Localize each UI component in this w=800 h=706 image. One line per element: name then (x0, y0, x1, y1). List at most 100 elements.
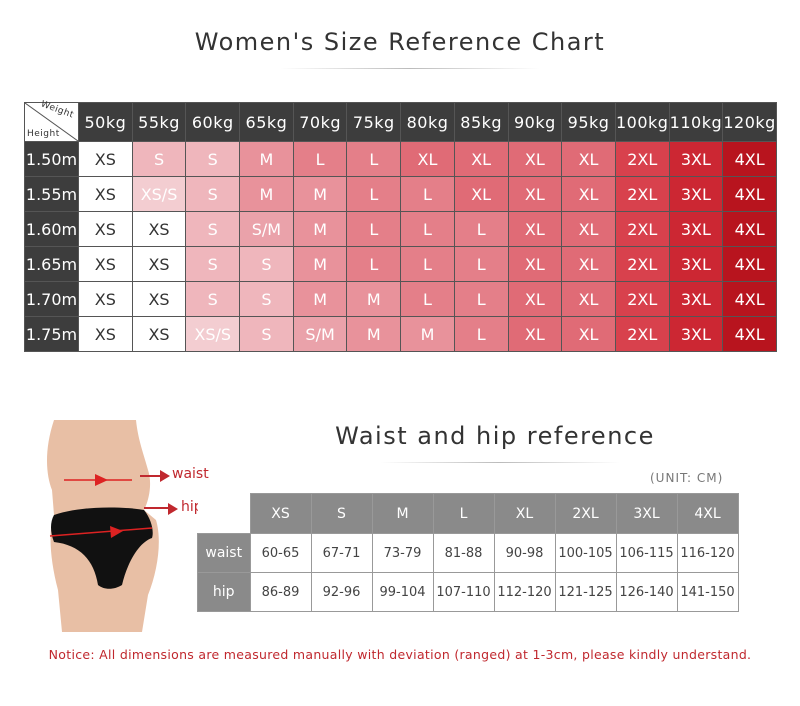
size-cell: XS (132, 247, 186, 281)
size-cell: XS (79, 177, 132, 211)
weight-header: 120kg (723, 103, 776, 141)
height-header: 1.60m (25, 212, 78, 246)
table-row: 1.75m XS XS XS/S S S/M M M L XL XL 2XL 3XL 4XL (25, 317, 776, 351)
height-header: 1.65m (25, 247, 78, 281)
weight-header: 80kg (401, 103, 454, 141)
size-cell: S (186, 247, 240, 281)
size-cell: XL (562, 177, 615, 211)
size-chart-title: Women's Size Reference Chart (194, 28, 606, 56)
size-header: L (432, 493, 495, 534)
size-cell: XL (454, 142, 508, 176)
size-cell: M (401, 317, 454, 351)
size-cell: XS (132, 317, 186, 351)
size-cell: L (401, 212, 454, 246)
size-cell: M (240, 177, 293, 211)
size-cell: 4XL (723, 212, 776, 246)
size-cell: 2XL (615, 212, 669, 246)
measure-cell: 73-79 (371, 533, 434, 573)
weight-header: 100kg (615, 103, 669, 141)
measure-arrows-icon (140, 470, 170, 509)
size-cell: S (186, 177, 240, 211)
size-cell: S/M (240, 212, 293, 246)
size-cell: L (401, 282, 454, 316)
size-cell: XL (508, 177, 562, 211)
weight-header: 90kg (508, 103, 562, 141)
waist-hip-divider (380, 462, 620, 463)
table-row: hip 86-89 92-96 99-104 107-110 112-120 121-125… (197, 572, 739, 612)
size-cell: M (240, 142, 293, 176)
size-cell: L (454, 317, 508, 351)
header-row: XS S M L XL 2XL 3XL 4XL (197, 493, 739, 534)
size-cell: S (240, 282, 293, 316)
size-cell: L (347, 177, 401, 211)
model-figure-image (47, 420, 162, 632)
table-row: 1.60m XS XS S S/M M L L L XL XL 2XL 3XL 4XL (25, 212, 776, 246)
measure-label: hip (197, 572, 251, 612)
size-cell: XL (401, 142, 454, 176)
size-cell: L (293, 142, 347, 176)
table-row: 1.55m XS XS/S S M M L L XL XL XL 2XL 3XL 4XL (25, 177, 776, 211)
size-cell: XL (562, 282, 615, 316)
size-cell: L (347, 247, 401, 281)
weight-header: 70kg (293, 103, 347, 141)
size-cell: XL (508, 317, 562, 351)
size-cell: M (293, 282, 347, 316)
measure-cell: 99-104 (371, 572, 434, 612)
size-cell: XS (132, 212, 186, 246)
weight-header: 85kg (454, 103, 508, 141)
hip-arrow-icon (168, 503, 178, 515)
size-cell: XL (562, 212, 615, 246)
size-cell: 4XL (723, 247, 776, 281)
measure-cell: 121-125 (554, 572, 617, 612)
size-cell: XS (79, 142, 132, 176)
size-cell: M (347, 282, 401, 316)
size-cell: 2XL (615, 177, 669, 211)
size-cell: L (401, 177, 454, 211)
corner-cell: Weight Height (25, 99, 78, 141)
size-cell: XL (562, 247, 615, 281)
measure-cell: 106-115 (615, 533, 678, 573)
height-axis-label: Height (27, 129, 60, 139)
size-cell: 3XL (669, 317, 723, 351)
measure-cell: 60-65 (249, 533, 312, 573)
size-cell: L (454, 212, 508, 246)
measure-cell: 92-96 (310, 572, 373, 612)
size-cell: S (186, 212, 240, 246)
measure-cell: 112-120 (493, 572, 556, 612)
size-cell: 4XL (723, 177, 776, 211)
height-header: 1.70m (25, 282, 78, 316)
size-cell: XS (79, 282, 132, 316)
size-cell: XL (508, 212, 562, 246)
size-header: 4XL (676, 493, 739, 534)
measure-cell: 86-89 (249, 572, 312, 612)
size-header: S (310, 493, 373, 534)
size-header: M (371, 493, 434, 534)
waist-hip-table: XS S M L XL 2XL 3XL 4XL waist 60-65 67-71 73-79 81-8… (197, 493, 739, 612)
size-cell: XS (79, 247, 132, 281)
measure-cell: 107-110 (432, 572, 495, 612)
size-cell: 2XL (615, 282, 669, 316)
measure-cell: 67-71 (310, 533, 373, 573)
size-header: XL (493, 493, 556, 534)
height-header: 1.50m (25, 142, 78, 176)
size-cell: 2XL (615, 142, 669, 176)
size-cell: M (293, 177, 347, 211)
height-header: 1.75m (25, 317, 78, 351)
measure-cell: 81-88 (432, 533, 495, 573)
weight-header: 50kg (79, 103, 132, 141)
weight-header: 55kg (132, 103, 186, 141)
size-header: 3XL (615, 493, 678, 534)
size-cell: 2XL (615, 317, 669, 351)
header-row: Weight Height 50kg 55kg 60kg 65kg 70kg 75kg 80kg… (25, 99, 776, 141)
size-cell: 4XL (723, 142, 776, 176)
size-cell: XL (508, 142, 562, 176)
title-divider (280, 68, 540, 69)
size-cell: XS (79, 212, 132, 246)
size-cell: XL (508, 247, 562, 281)
size-cell: XL (562, 142, 615, 176)
waist-label: waist (172, 466, 209, 482)
notice-text: Notice: All dimensions are measured manu… (48, 647, 752, 662)
unit-label: (UNIT: CM) (650, 471, 724, 485)
size-header: XS (249, 493, 312, 534)
size-cell: 4XL (723, 282, 776, 316)
